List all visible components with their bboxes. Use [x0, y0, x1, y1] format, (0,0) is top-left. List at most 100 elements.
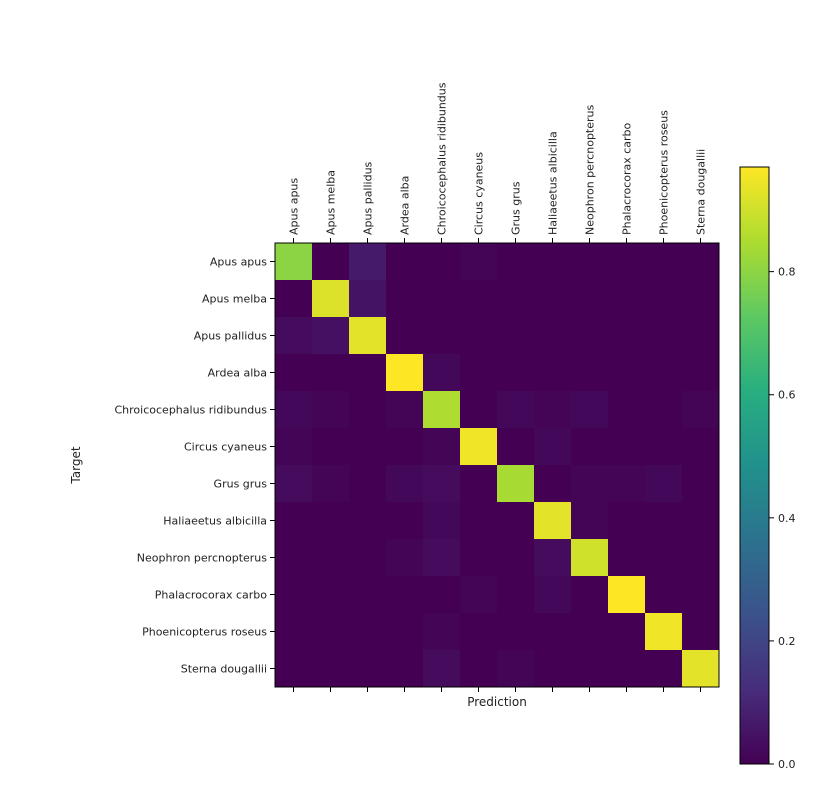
- heatmap-cell: [423, 391, 461, 429]
- colorbar-tick-label: 0.4: [778, 512, 796, 525]
- heatmap-cell: [312, 502, 350, 540]
- heatmap-cell: [645, 465, 683, 503]
- heatmap-cell: [682, 465, 720, 503]
- heatmap-cell: [608, 539, 646, 577]
- heatmap-cell: [571, 317, 609, 355]
- heatmap-cell: [275, 391, 313, 429]
- heatmap-cell: [460, 243, 498, 281]
- heatmap-cell: [312, 317, 350, 355]
- heatmap-cell: [534, 243, 572, 281]
- heatmap-cell: [349, 280, 387, 318]
- x-tick-label: Chroicocephalus ridibundus: [436, 82, 449, 235]
- heatmap-cell: [460, 354, 498, 392]
- heatmap-cell: [386, 428, 424, 466]
- heatmap-cell: [534, 650, 572, 688]
- heatmap-cell: [571, 539, 609, 577]
- heatmap-cell: [645, 613, 683, 651]
- heatmap-cell: [682, 502, 720, 540]
- heatmap-cell: [608, 465, 646, 503]
- heatmap-cell: [275, 280, 313, 318]
- heatmap-cell: [608, 428, 646, 466]
- heatmap-cell: [275, 317, 313, 355]
- heatmap-cell: [571, 502, 609, 540]
- heatmap-cell: [645, 576, 683, 614]
- heatmap-cell: [423, 280, 461, 318]
- heatmap-cell: [460, 539, 498, 577]
- heatmap-cell: [645, 428, 683, 466]
- heatmap-cell: [312, 391, 350, 429]
- heatmap-cell: [349, 650, 387, 688]
- heatmap-cell: [460, 280, 498, 318]
- heatmap-cell: [682, 280, 720, 318]
- x-axis-ticks: Apus apus Apus melba Apus pallidus Ardea al…: [288, 82, 708, 692]
- heatmap-cell: [423, 650, 461, 688]
- heatmap-cell: [534, 539, 572, 577]
- heatmap-cell: [645, 539, 683, 577]
- heatmap-cell: [312, 576, 350, 614]
- heatmap-cell: [386, 576, 424, 614]
- x-tick-label: Phalacrocorax carbo: [621, 122, 634, 235]
- y-tick-label: Grus grus: [214, 478, 268, 491]
- heatmap-cell: [423, 502, 461, 540]
- heatmap-cell: [608, 502, 646, 540]
- x-tick-label: Apus apus: [288, 178, 301, 235]
- colorbar-tick-label: 0.8: [778, 266, 796, 279]
- heatmap-cell: [312, 613, 350, 651]
- heatmap-cell: [571, 428, 609, 466]
- heatmap-cell: [349, 243, 387, 281]
- heatmap-cell: [571, 391, 609, 429]
- heatmap-cell: [645, 317, 683, 355]
- heatmap-cell: [497, 576, 535, 614]
- y-tick-label: Phoenicopterus roseus: [142, 626, 267, 639]
- heatmap-cell: [682, 539, 720, 577]
- heatmap-cell: [534, 354, 572, 392]
- y-tick-label: Apus melba: [202, 293, 267, 306]
- heatmap-cell: [645, 280, 683, 318]
- heatmap-cell: [312, 650, 350, 688]
- heatmap-cell: [497, 502, 535, 540]
- heatmap-cell: [497, 280, 535, 318]
- heatmap-cell: [571, 576, 609, 614]
- heatmap-cell: [423, 354, 461, 392]
- heatmap-cell: [423, 428, 461, 466]
- y-axis-label: Target: [69, 446, 83, 484]
- heatmap-cell: [497, 465, 535, 503]
- x-axis-label: Prediction: [467, 695, 527, 709]
- heatmap-cell: [534, 502, 572, 540]
- heatmap-cell: [349, 502, 387, 540]
- heatmap-cell: [386, 391, 424, 429]
- plot-frame: [274, 242, 720, 688]
- heatmap-cell: [349, 354, 387, 392]
- colorbar-tick-label: 0.6: [778, 389, 796, 402]
- colorbar-ticks: 0.0 0.2 0.4 0.6 0.8: [769, 266, 796, 771]
- colorbar: [739, 166, 770, 765]
- heatmap-cell: [349, 428, 387, 466]
- heatmap-cell: [571, 354, 609, 392]
- heatmap-cell: [497, 354, 535, 392]
- heatmap-cell: [645, 391, 683, 429]
- x-tick-label: Circus cyaneus: [473, 152, 486, 235]
- heatmap-cell: [497, 391, 535, 429]
- y-tick-label: Haliaeetus albicilla: [163, 515, 267, 528]
- heatmap-cell: [423, 539, 461, 577]
- heatmap-cell: [682, 354, 720, 392]
- heatmap-cell: [682, 391, 720, 429]
- heatmap-cell: [571, 650, 609, 688]
- heatmap-cell: [312, 428, 350, 466]
- heatmap-cell: [386, 539, 424, 577]
- x-tick-label: Phoenicopterus roseus: [658, 110, 671, 235]
- heatmap-cell: [349, 539, 387, 577]
- heatmap-cell: [497, 613, 535, 651]
- x-tick-label: Grus grus: [510, 181, 523, 235]
- heatmap-cell: [386, 465, 424, 503]
- heatmap-cell: [312, 280, 350, 318]
- y-tick-label: Circus cyaneus: [184, 441, 267, 454]
- heatmap-cell: [386, 650, 424, 688]
- heatmap-cell: [386, 280, 424, 318]
- heatmap-cell: [534, 317, 572, 355]
- heatmap-cell: [349, 576, 387, 614]
- heatmap-cell: [534, 280, 572, 318]
- heatmap-cell: [571, 243, 609, 281]
- x-tick-label: Ardea alba: [399, 176, 412, 235]
- heatmap-cell: [349, 317, 387, 355]
